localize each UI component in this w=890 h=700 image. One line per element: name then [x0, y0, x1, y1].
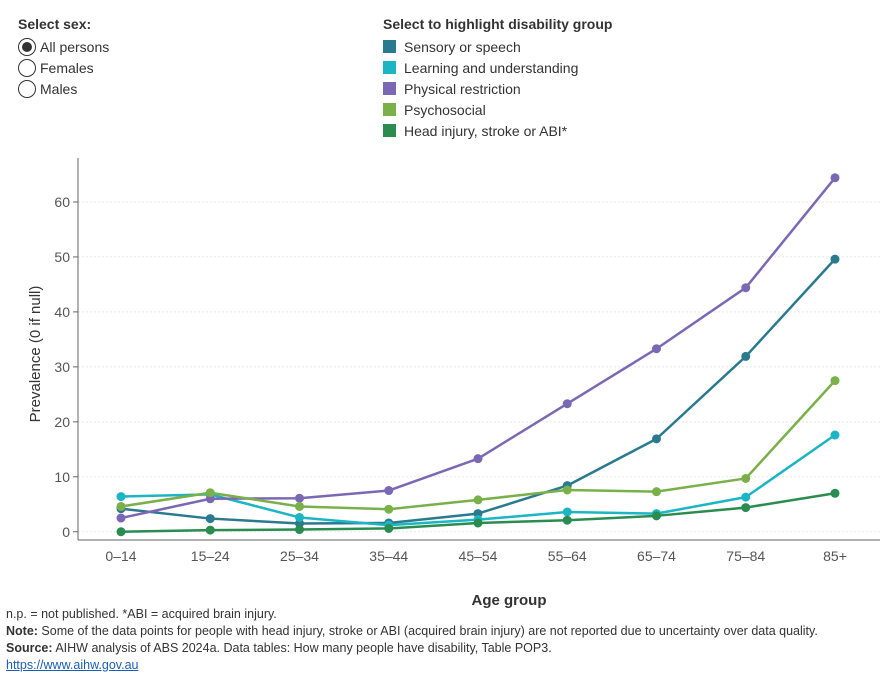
data-point: [741, 503, 751, 513]
data-point: [295, 501, 304, 511]
data-point: [116, 513, 126, 523]
sex-selector-title: Select sex:: [18, 16, 92, 32]
y-tick-label: 0: [62, 524, 70, 540]
y-tick-label: 10: [54, 469, 70, 485]
data-point: [741, 283, 751, 293]
sex-option-label: Males: [40, 80, 78, 97]
legend-title: Select to highlight disability group: [383, 16, 613, 32]
legend-item[interactable]: Psychosocial: [383, 99, 612, 120]
x-axis-label: Age group: [472, 592, 547, 609]
data-point: [741, 492, 751, 502]
y-tick-label: 30: [54, 359, 70, 375]
series-line: [120, 176, 836, 520]
data-point: [116, 527, 126, 537]
sex-option-all-persons[interactable]: All persons: [18, 36, 109, 57]
data-point: [384, 486, 394, 496]
x-tick-label: 25–34: [280, 548, 319, 564]
footer-source-label: Source:: [6, 641, 53, 655]
legend: Select to highlight disability group Sen…: [383, 16, 612, 141]
footer-note-text: Some of the data points for people with …: [37, 624, 818, 638]
data-point: [295, 525, 304, 535]
legend-item[interactable]: Learning and understanding: [383, 57, 612, 78]
data-point: [652, 344, 661, 354]
footer-abbrev: n.p. = not published. *ABI = acquired br…: [6, 607, 277, 621]
legend-swatch: [383, 40, 396, 53]
aihw-link[interactable]: https://www.aihw.gov.au: [6, 658, 139, 672]
data-point: [562, 485, 572, 495]
data-point: [830, 488, 840, 498]
footer-source-text: AIHW analysis of ABS 2024a. Data tables:…: [52, 641, 552, 655]
legend-item[interactable]: Head injury, stroke or ABI*: [383, 120, 612, 141]
series-line: [120, 379, 836, 511]
x-tick-label: 65–74: [637, 548, 676, 564]
legend-item[interactable]: Physical restriction: [383, 78, 612, 99]
data-point: [116, 492, 126, 502]
sex-option-label: Females: [40, 59, 94, 76]
data-point: [473, 518, 483, 528]
y-tick-label: 20: [54, 414, 70, 430]
data-point: [562, 507, 572, 517]
data-point: [830, 173, 840, 183]
data-point: [562, 399, 572, 409]
y-tick-label: 50: [54, 249, 70, 265]
legend-label: Physical restriction: [404, 80, 521, 97]
footer-note-label: Note:: [6, 624, 38, 638]
legend-swatch: [383, 61, 396, 74]
data-point: [384, 523, 394, 533]
footer: n.p. = not published. *ABI = acquired br…: [6, 606, 876, 674]
legend-swatch: [383, 124, 396, 137]
x-tick-label: 35–44: [369, 548, 408, 564]
radio-button[interactable]: [18, 58, 36, 77]
data-point: [205, 525, 215, 535]
legend-label: Psychosocial: [404, 101, 486, 118]
data-point: [116, 501, 126, 511]
legend-item[interactable]: Sensory or speech: [383, 36, 612, 57]
data-point: [473, 495, 483, 505]
data-point: [205, 514, 215, 524]
data-point: [384, 504, 394, 514]
radio-button[interactable]: [18, 37, 36, 56]
data-point: [652, 511, 661, 521]
legend-items: Sensory or speech Learning and understand…: [383, 36, 612, 141]
data-point: [830, 254, 840, 264]
data-point: [830, 430, 840, 440]
footer-source: Source: AIHW analysis of ABS 2024a. Data…: [6, 640, 876, 657]
data-point: [562, 515, 572, 525]
data-point: [652, 487, 661, 497]
legend-label: Sensory or speech: [404, 38, 521, 55]
sex-options: All persons Females Males: [18, 36, 109, 99]
data-point: [741, 351, 751, 361]
y-axis-label: Prevalence (0 if null): [27, 286, 44, 423]
x-tick-label: 55–64: [548, 548, 587, 564]
y-tick-label: 60: [54, 194, 70, 210]
data-point: [741, 473, 751, 483]
data-point: [295, 493, 304, 503]
footer-note: Note: Some of the data points for people…: [6, 623, 876, 640]
line-chart: 0 10 20 30 40 50 60 0–14 15–24 25–34 35–44 45–54 55–…: [27, 158, 880, 609]
data-point: [830, 376, 840, 386]
data-point: [473, 454, 483, 464]
sex-option-label: All persons: [40, 38, 110, 55]
data-point: [295, 512, 304, 522]
radio-button[interactable]: [18, 79, 36, 98]
legend-label: Head injury, stroke or ABI*: [404, 122, 568, 139]
data-point: [205, 488, 215, 498]
legend-swatch: [383, 103, 396, 116]
x-tick-label: 45–54: [459, 548, 498, 564]
sex-selector: Select sex: All persons Females Males: [18, 16, 109, 99]
y-tick-label: 40: [54, 304, 70, 320]
x-tick-label: 85+: [823, 548, 847, 564]
sex-option-females[interactable]: Females: [18, 57, 109, 78]
x-tick-label: 75–84: [726, 548, 765, 564]
x-tick-label: 15–24: [191, 548, 230, 564]
data-point: [652, 434, 661, 444]
legend-swatch: [383, 82, 396, 95]
x-tick-label: 0–14: [105, 548, 136, 564]
sex-option-males[interactable]: Males: [18, 78, 109, 99]
legend-label: Learning and understanding: [404, 59, 579, 76]
